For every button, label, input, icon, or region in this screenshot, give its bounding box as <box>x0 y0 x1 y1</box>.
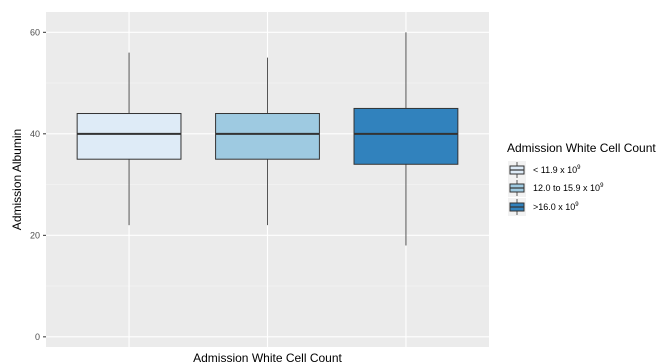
legend-label-2: 12.0 to 15.9 x 109 <box>533 183 604 193</box>
box-iqr <box>353 107 459 165</box>
box-3 <box>353 32 459 246</box>
boxes <box>76 32 459 246</box>
box-1 <box>76 52 182 226</box>
legend-key-2 <box>508 179 526 197</box>
box-iqr <box>76 113 182 160</box>
box-2 <box>215 57 320 226</box>
x-axis-title: Admission White Cell Count <box>193 351 342 364</box>
y-axis-title: Admission Albumin <box>10 129 24 230</box>
box-iqr <box>215 113 320 160</box>
legend-title: Admission White Cell Count <box>507 141 656 155</box>
y-axis: 0 20 40 60 <box>30 27 46 342</box>
y-tick-label: 0 <box>35 332 40 342</box>
legend-label-1: < 11.9 x 109 <box>533 165 581 175</box>
legend-key-1 <box>508 161 526 179</box>
legend-label-3: >16.0 x 109 <box>533 202 579 212</box>
y-tick-label: 20 <box>30 230 40 240</box>
legend: Admission White Cell Count < 11.9 x 109 1… <box>507 141 656 216</box>
y-tick-label: 60 <box>30 27 40 37</box>
y-tick-label: 40 <box>30 129 40 139</box>
legend-key-3 <box>508 198 526 216</box>
